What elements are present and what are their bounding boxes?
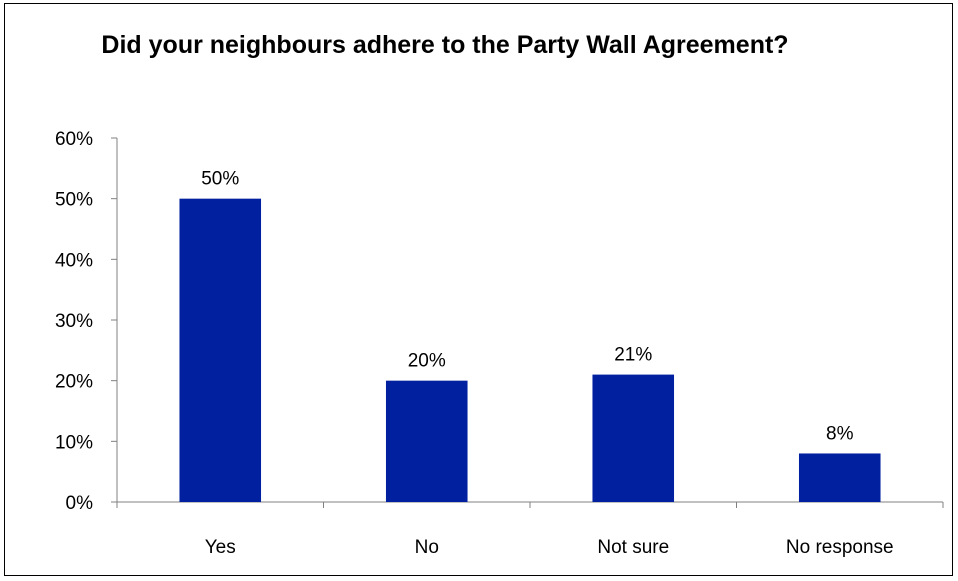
y-tick-label: 20% bbox=[55, 372, 93, 393]
x-tick-label: No response bbox=[786, 537, 894, 558]
chart-title: Did your neighbours adhere to the Party … bbox=[101, 31, 789, 59]
y-tick-label: 40% bbox=[55, 250, 93, 271]
y-tick-label: 10% bbox=[55, 432, 93, 453]
y-tick-label: 0% bbox=[66, 493, 94, 514]
data-label: 8% bbox=[826, 423, 854, 444]
x-tick-label: Not sure bbox=[597, 537, 669, 558]
data-label: 20% bbox=[408, 351, 446, 372]
y-tick-label: 30% bbox=[55, 311, 93, 332]
chart-frame bbox=[4, 3, 953, 576]
bar bbox=[592, 374, 675, 502]
data-label: 21% bbox=[614, 345, 652, 366]
y-tick-label: 50% bbox=[55, 190, 93, 211]
bar bbox=[798, 453, 881, 502]
x-tick-label: No bbox=[415, 537, 439, 558]
bar bbox=[385, 380, 468, 502]
data-label: 50% bbox=[201, 169, 239, 190]
y-tick-label: 60% bbox=[55, 129, 93, 150]
bar bbox=[179, 198, 262, 502]
x-tick-label: Yes bbox=[205, 537, 236, 558]
